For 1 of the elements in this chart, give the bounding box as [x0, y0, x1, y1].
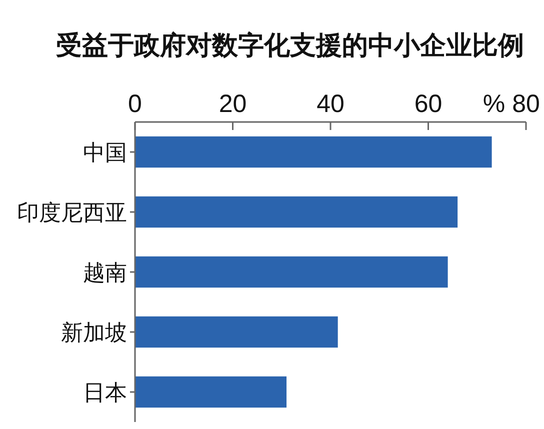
title: 受益于政府对数字化支援的中小企业比例	[56, 30, 524, 60]
